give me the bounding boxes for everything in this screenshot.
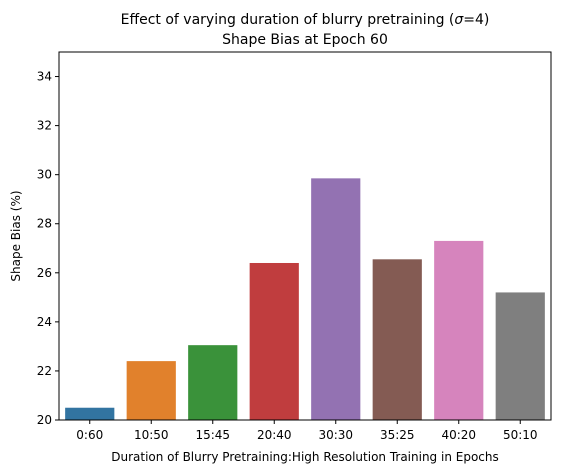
y-tick-label: 28 [37, 217, 52, 231]
x-axis-ticks: 0:60 10:50 15:45 20:40 30:30 35:25 40:20 50:10 [76, 420, 538, 442]
bar-15-45 [188, 345, 238, 420]
x-tick-label: 15:45 [195, 428, 230, 442]
y-tick-label: 22 [37, 364, 52, 378]
bar-40-20 [434, 240, 484, 420]
x-tick-label: 30:30 [318, 428, 353, 442]
chart-title-line2: Shape Bias at Epoch 60 [222, 32, 388, 48]
y-tick-label: 26 [37, 266, 52, 280]
y-tick-label: 30 [37, 168, 52, 182]
bar-50-10 [495, 292, 545, 420]
x-axis-label: Duration of Blurry Pretraining:High Reso… [111, 450, 499, 464]
bar-20-40 [249, 262, 299, 420]
chart-title-line1: Effect of varying duration of blurry pre… [121, 12, 490, 28]
axes-frame [58, 51, 552, 421]
x-tick-label: 10:50 [134, 428, 169, 442]
x-tick-label: 20:40 [257, 428, 292, 442]
y-axis-ticks: 20 22 24 26 28 30 32 34 [37, 70, 59, 427]
bar-10-50 [126, 361, 176, 420]
y-tick-label: 20 [37, 413, 52, 427]
bar-0-60 [65, 407, 115, 420]
y-axis-label: Shape Bias (%) [9, 190, 23, 281]
y-tick-label: 24 [37, 315, 52, 329]
x-tick-label: 50:10 [503, 428, 538, 442]
y-tick-label: 32 [37, 119, 52, 133]
bar-35-25 [372, 259, 422, 420]
x-tick-label: 35:25 [380, 428, 415, 442]
plot-area [65, 178, 545, 420]
x-tick-label: 40:20 [441, 428, 476, 442]
bar-30-30 [311, 178, 361, 420]
y-tick-label: 34 [37, 70, 52, 84]
x-tick-label: 0:60 [76, 428, 103, 442]
